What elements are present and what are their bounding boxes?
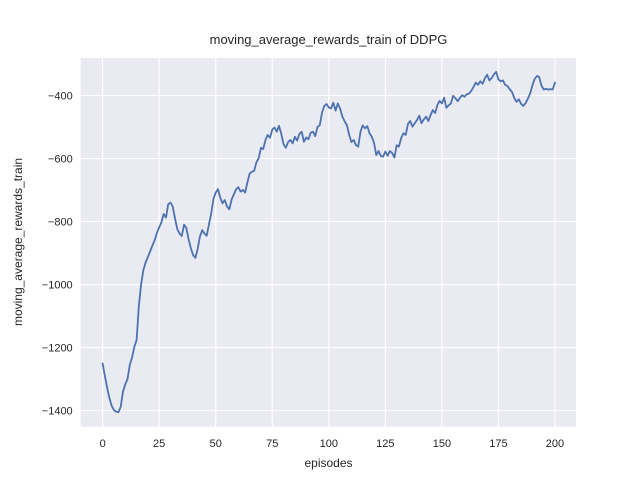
x-tick-label: 200 <box>546 438 564 450</box>
x-tick-label: 125 <box>376 438 394 450</box>
y-axis-label: moving_average_rewards_train <box>11 157 25 327</box>
x-tick-label: 175 <box>489 438 507 450</box>
x-tick-label: 75 <box>266 438 278 450</box>
series-line <box>101 71 556 414</box>
y-tick-label: −1000 <box>42 280 73 292</box>
x-tick-label: 0 <box>100 438 106 450</box>
x-tick-label: 100 <box>320 438 338 450</box>
y-tick-label: −1200 <box>42 343 73 355</box>
x-tick-label: 50 <box>210 438 222 450</box>
x-tick-label: 25 <box>153 438 165 450</box>
y-tick-label: −1400 <box>42 406 73 418</box>
x-tick-label: 150 <box>433 438 451 450</box>
y-tick-label: −800 <box>48 217 73 229</box>
chart-title: moving_average_rewards_train of DDPG <box>209 32 448 47</box>
x-axis-label: episodes <box>304 456 353 470</box>
y-tick-label: −600 <box>48 154 73 166</box>
y-tick-label: −400 <box>48 91 73 103</box>
